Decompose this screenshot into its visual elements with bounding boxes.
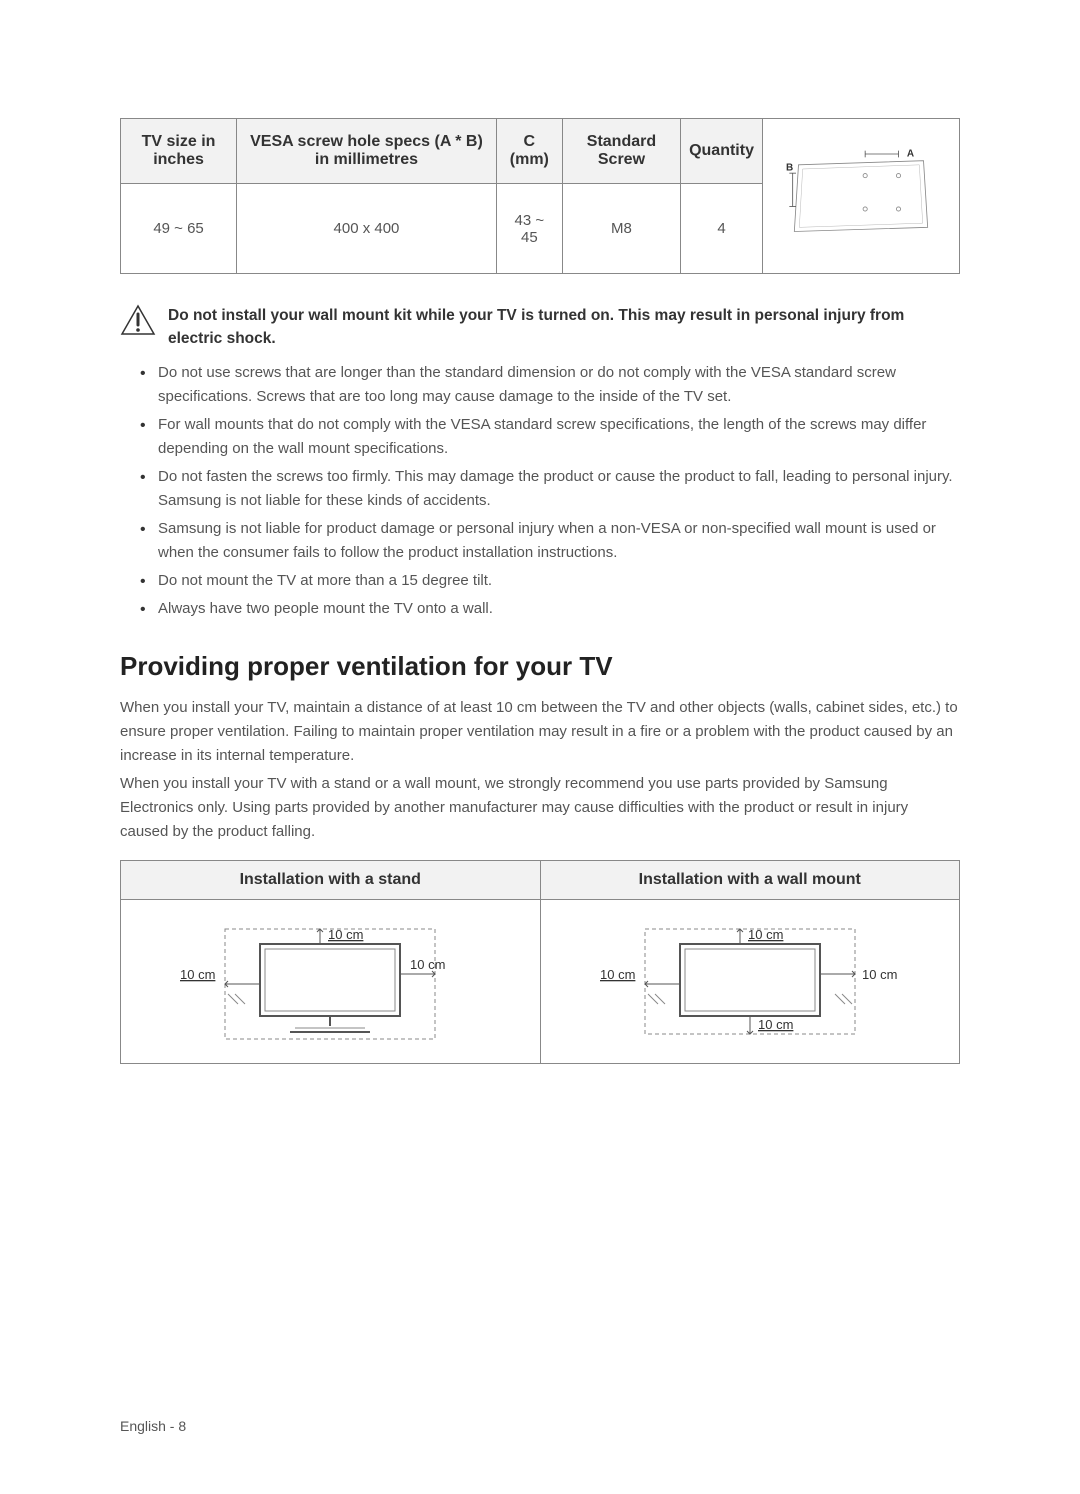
body-paragraph: When you install your TV, maintain a dis… bbox=[120, 696, 960, 768]
spec-diagram-cell: A B bbox=[762, 119, 959, 274]
warning-triangle-icon bbox=[120, 304, 156, 336]
wall-installation-diagram: 10 cm 10 cm 10 cm 10 cm bbox=[590, 914, 910, 1044]
dim-label-bottom: 10 cm bbox=[758, 1017, 793, 1032]
spec-value-screw: M8 bbox=[562, 184, 680, 274]
dim-label-right: 10 cm bbox=[410, 957, 445, 972]
list-item: Samsung is not liable for product damage… bbox=[140, 517, 960, 565]
dim-label-top: 10 cm bbox=[328, 927, 363, 942]
dim-label-top: 10 cm bbox=[748, 927, 783, 942]
list-item: Do not mount the TV at more than a 15 de… bbox=[140, 569, 960, 593]
spec-header-screw: Standard Screw bbox=[562, 119, 680, 184]
spec-value-qty: 4 bbox=[681, 184, 763, 274]
spec-value-size: 49 ~ 65 bbox=[121, 184, 237, 274]
install-diagram-stand-cell: 10 cm 10 cm 10 cm bbox=[121, 899, 541, 1063]
dim-label-left: 10 cm bbox=[600, 967, 635, 982]
ventilation-heading: Providing proper ventilation for your TV bbox=[120, 651, 960, 682]
vesa-spec-table: TV size in inches VESA screw hole specs … bbox=[120, 118, 960, 274]
stand-installation-diagram: 10 cm 10 cm 10 cm bbox=[170, 914, 490, 1044]
installation-diagram-table: Installation with a stand Installation w… bbox=[120, 860, 960, 1064]
spec-header-c: C (mm) bbox=[496, 119, 562, 184]
wall-mount-notes-list: Do not use screws that are longer than t… bbox=[120, 361, 960, 621]
dim-label-right: 10 cm bbox=[862, 967, 897, 982]
warning-text: Do not install your wall mount kit while… bbox=[168, 304, 960, 351]
tv-back-diagram: A B bbox=[771, 144, 951, 244]
list-item: Do not use screws that are longer than t… bbox=[140, 361, 960, 409]
diagram-label-a: A bbox=[907, 148, 914, 159]
list-item: For wall mounts that do not comply with … bbox=[140, 413, 960, 461]
install-header-stand: Installation with a stand bbox=[121, 860, 541, 899]
warning-notice: Do not install your wall mount kit while… bbox=[120, 304, 960, 351]
list-item: Always have two people mount the TV onto… bbox=[140, 597, 960, 621]
spec-value-vesa: 400 x 400 bbox=[237, 184, 497, 274]
install-diagram-wall-cell: 10 cm 10 cm 10 cm 10 cm bbox=[540, 899, 960, 1063]
spec-header-qty: Quantity bbox=[681, 119, 763, 184]
dim-label-left: 10 cm bbox=[180, 967, 215, 982]
list-item: Do not fasten the screws too firmly. Thi… bbox=[140, 465, 960, 513]
spec-value-c: 43 ~ 45 bbox=[496, 184, 562, 274]
body-paragraph: When you install your TV with a stand or… bbox=[120, 772, 960, 844]
spec-header-vesa: VESA screw hole specs (A * B) in millime… bbox=[237, 119, 497, 184]
diagram-label-b: B bbox=[786, 162, 793, 173]
page-footer: English - 8 bbox=[120, 1418, 186, 1434]
install-header-wall: Installation with a wall mount bbox=[540, 860, 960, 899]
spec-header-size: TV size in inches bbox=[121, 119, 237, 184]
